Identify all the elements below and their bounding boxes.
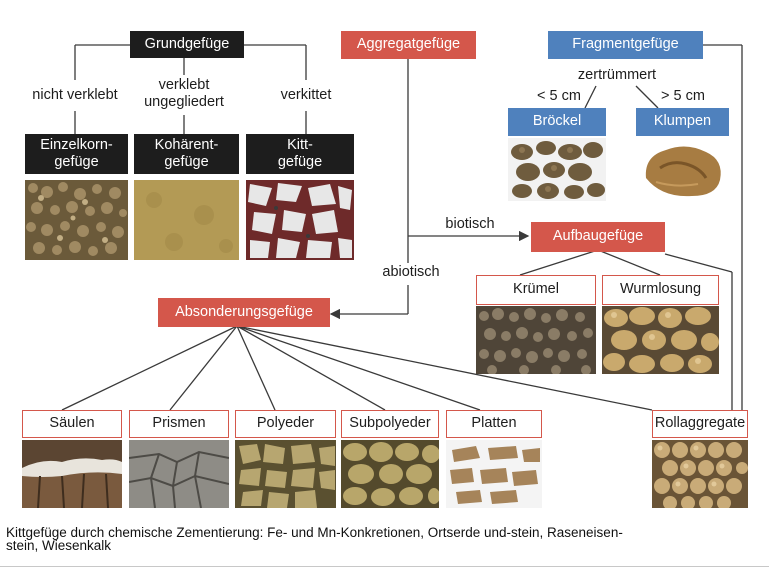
prismen-photo [129,440,229,508]
klumpen-label: Klumpen [653,113,712,130]
subpolyeder-photo [341,440,439,508]
kittgefuege-box: Kitt- gefüge [246,134,354,174]
platten-photo [446,440,542,508]
wurmlosung-label: Wurmlosung [619,281,702,298]
saeulen-label: Säulen [49,415,95,432]
aufbaugefuege-label: Aufbaugefüge [552,228,644,245]
edge-label-lt-5cm: < 5 cm [537,88,581,104]
platten-label: Platten [471,415,517,432]
kohaerentgefuege-label: Kohärent- gefüge [154,136,219,170]
subpolyeder-box: Subpolyeder [341,410,439,438]
grundgefuege-box: Grundgefüge [130,31,244,58]
klumpen-box: Klumpen [636,108,729,136]
polyeder-photo [235,440,336,508]
bottom-divider [0,566,769,567]
kruemel-box: Krümel [476,275,596,305]
edge-label-gt-5cm: > 5 cm [661,88,705,104]
edge-label-zertruemmert: zertrümmert [577,67,657,83]
broeckel-box: Bröckel [508,108,606,136]
edge-label-nicht-verklebt: nicht verklebt [18,87,132,105]
prismen-label: Prismen [152,415,206,432]
rollaggregate-box: Rollaggregate [652,410,748,438]
aufbaugefuege-box: Aufbaugefüge [531,222,665,252]
wurmlosung-box: Wurmlosung [602,275,719,305]
edge-label-abiotisch: abiotisch [374,264,448,282]
einzelkorngefuege-label: Einzelkorn- gefüge [40,136,113,170]
einzelkorngefuege-box: Einzelkorn- gefüge [25,134,128,174]
aggregatgefuege-label: Aggregatgefüge [356,36,461,53]
kitt-photo [246,180,354,260]
aggregatgefuege-box: Aggregatgefüge [341,31,476,59]
rollaggregate-label: Rollaggregate [654,415,746,432]
subpolyeder-label: Subpolyeder [349,415,431,432]
klumpen-photo [636,138,729,201]
saeulen-photo [22,440,122,508]
einzelkorn-photo [25,180,128,260]
polyeder-label: Polyeder [256,415,315,432]
kruemel-label: Krümel [513,281,559,298]
wurmlosung-photo [602,306,719,374]
edge-label-verklebt-ungegliedert: verklebt ungegliedert [132,77,236,112]
edge-label-verkittet: verkittet [262,87,350,105]
absonderungsgefuege-box: Absonderungsgefüge [158,298,330,327]
broeckel-photo [508,138,606,201]
figure-caption: Kittgefüge durch chemische Zementierung:… [6,525,623,553]
kohaerent-photo [134,180,239,260]
saeulen-box: Säulen [22,410,122,438]
platten-box: Platten [446,410,542,438]
kruemel-photo [476,306,596,374]
broeckel-label: Bröckel [532,113,582,130]
fragmentgefuege-label: Fragmentgefüge [572,36,679,53]
prismen-box: Prismen [129,410,229,438]
absonderungsgefuege-label: Absonderungsgefüge [175,303,313,320]
kohaerentgefuege-box: Kohärent- gefüge [134,134,239,174]
grundgefuege-label: Grundgefüge [144,35,230,52]
rollaggregate-photo [652,440,748,508]
kittgefuege-label: Kitt- gefüge [277,136,323,170]
fragmentgefuege-box: Fragmentgefüge [548,31,703,59]
edge-label-biotisch: biotisch [445,216,495,232]
polyeder-box: Polyeder [235,410,336,438]
